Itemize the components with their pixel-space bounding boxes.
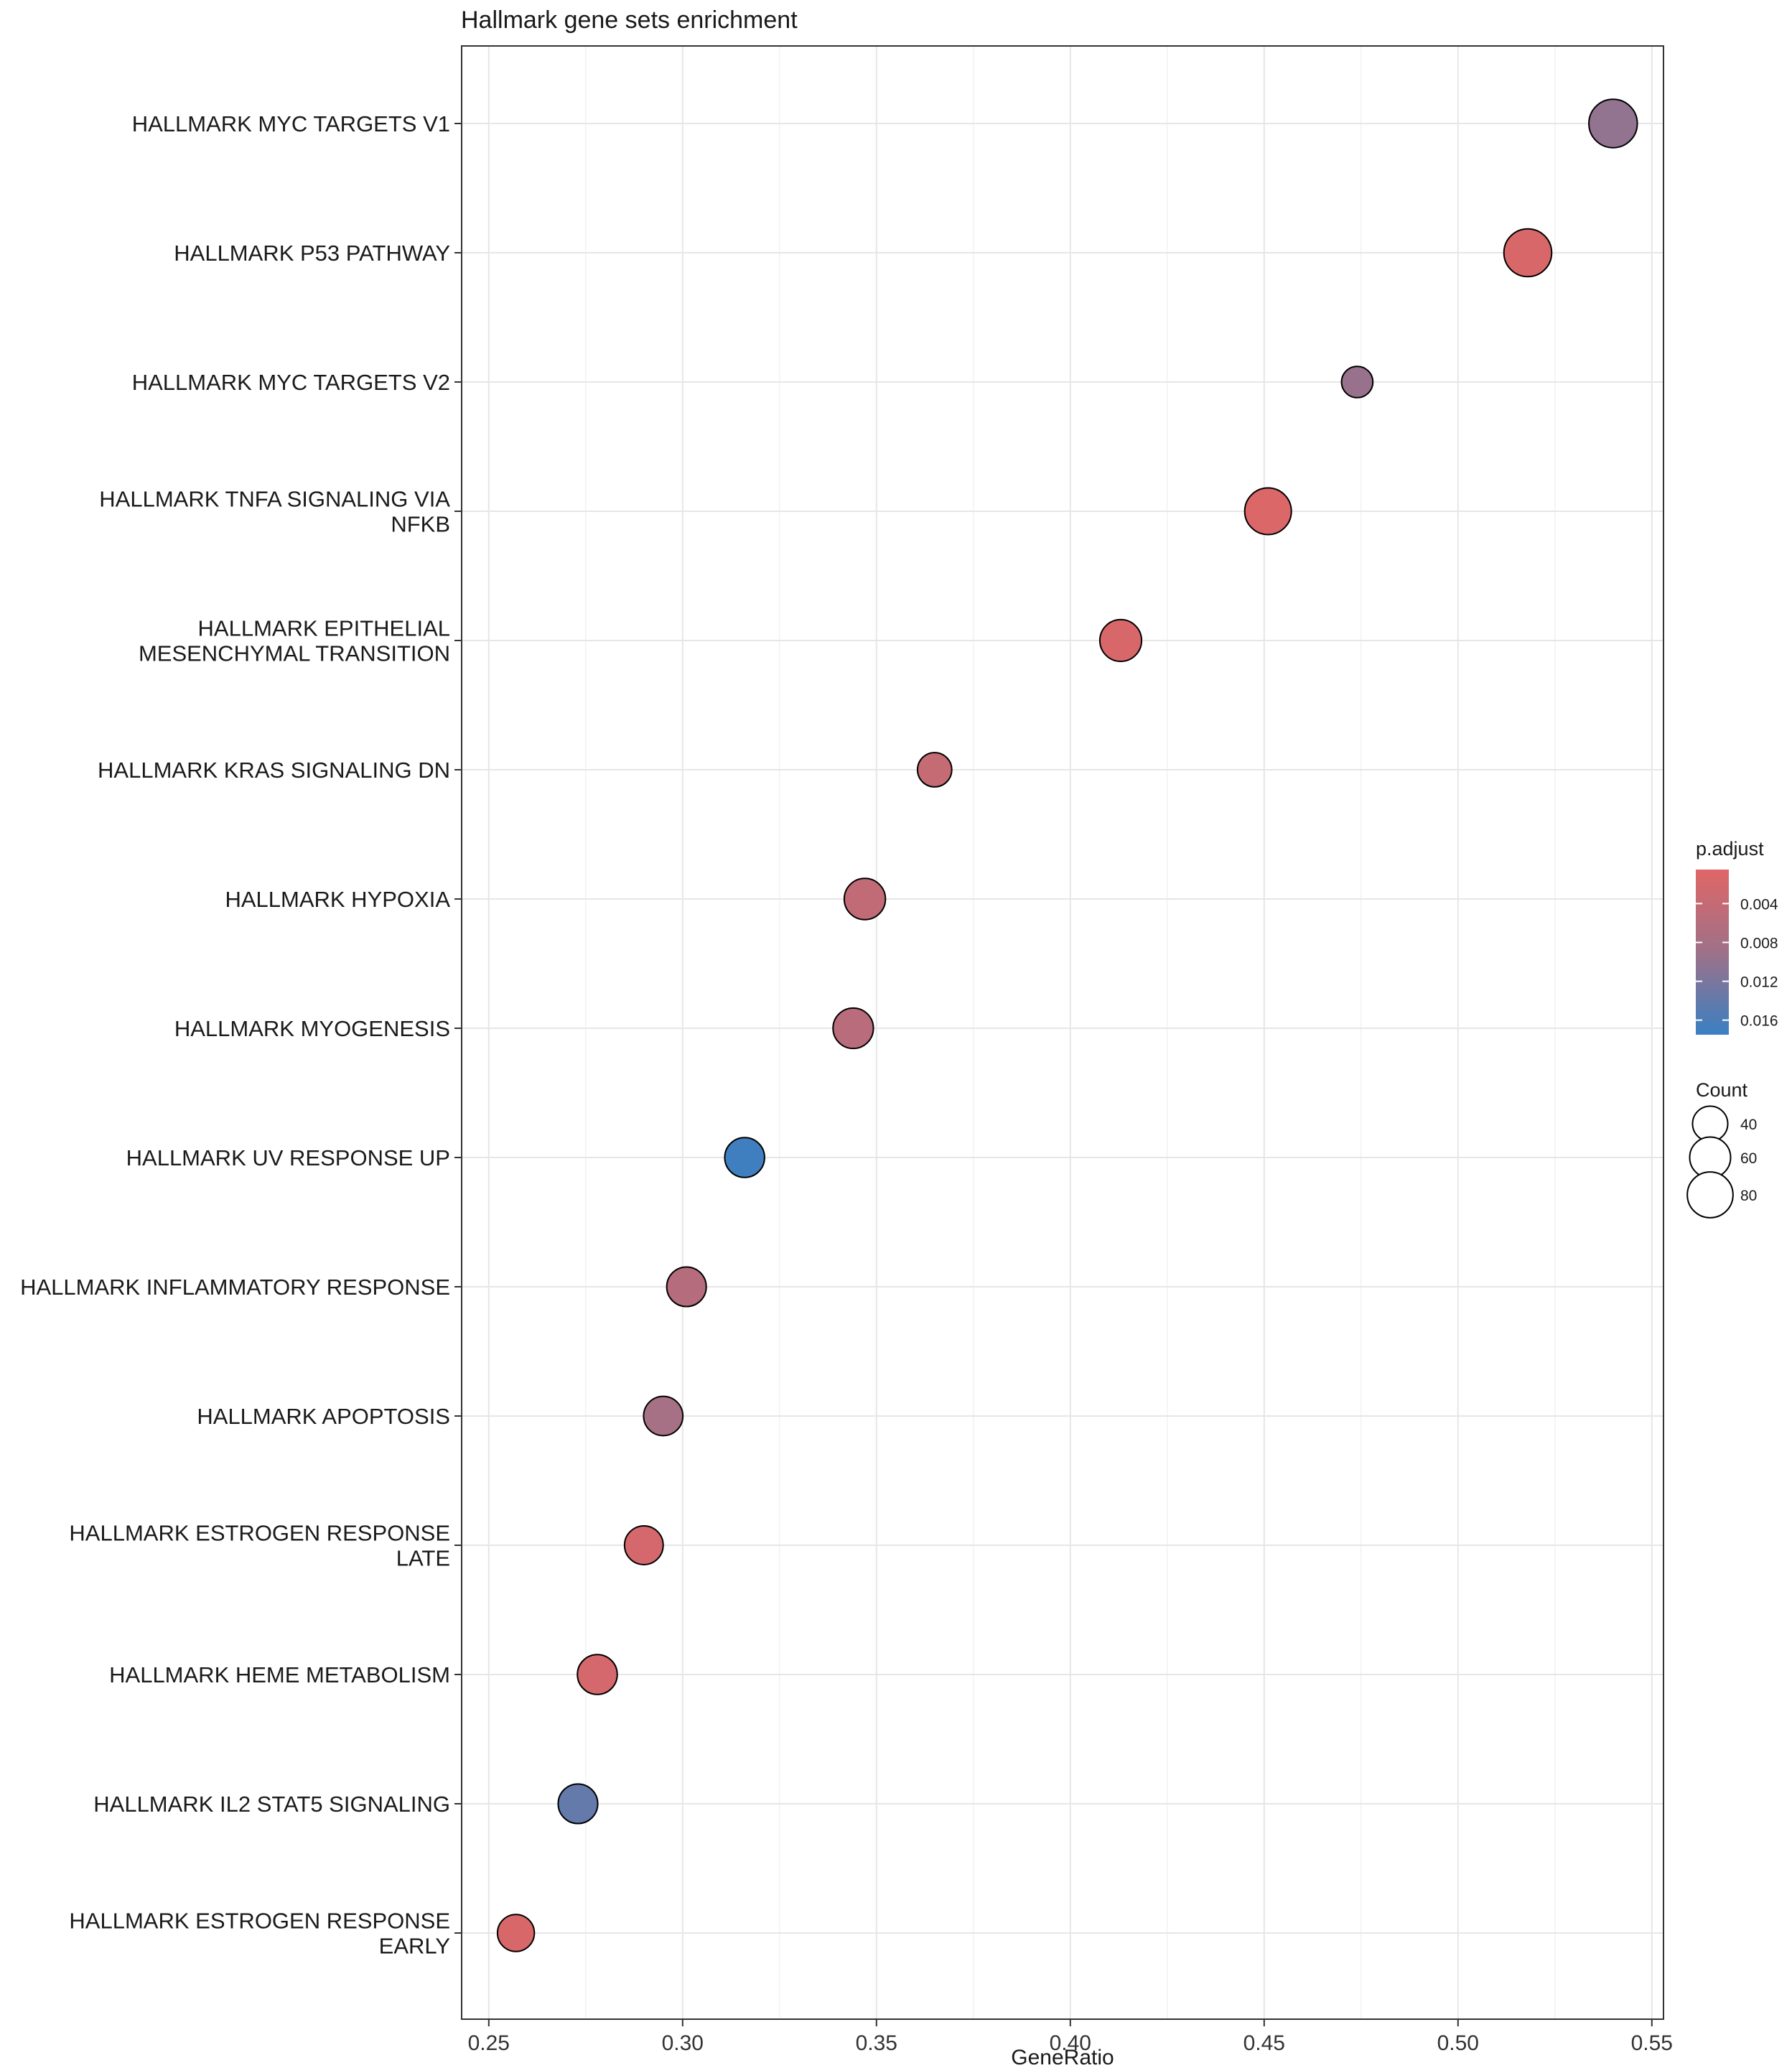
data-point bbox=[1243, 487, 1292, 536]
count-legend-label: 60 bbox=[1740, 1150, 1757, 1167]
x-axis-title: GeneRatio bbox=[1011, 2046, 1114, 2068]
count-legend-label: 40 bbox=[1740, 1117, 1757, 1133]
plot-panel-border bbox=[461, 45, 1664, 2020]
y-tick-label: NFKB bbox=[391, 512, 450, 537]
count-legend-key bbox=[1686, 1171, 1734, 1219]
data-point bbox=[843, 877, 887, 921]
y-tick-label: HALLMARK MYC TARGETS V2 bbox=[132, 370, 450, 395]
colorbar-tick-label: 0.012 bbox=[1740, 974, 1778, 991]
x-tick-label: 0.25 bbox=[468, 2031, 510, 2055]
count-legend-label: 80 bbox=[1740, 1188, 1757, 1204]
data-point bbox=[496, 1914, 536, 1952]
y-tick-label: HALLMARK EPITHELIAL bbox=[198, 616, 450, 641]
x-axis-ticks: 0.25 0.30 0.35 0.40 0.45 0.50 0.55 bbox=[468, 2019, 1673, 2055]
colorbar-tick-label: 0.016 bbox=[1740, 1013, 1778, 1030]
data-point bbox=[557, 1783, 599, 1825]
y-tick-label: HALLMARK HEME METABOLISM bbox=[109, 1662, 450, 1687]
count-legend: Count 40 60 80 bbox=[1686, 1079, 1757, 1219]
data-point bbox=[1340, 365, 1374, 399]
p-adjust-colorbar bbox=[1696, 870, 1729, 1035]
data-point bbox=[916, 752, 953, 788]
data-point bbox=[1503, 228, 1553, 278]
colorbar-tick-label: 0.004 bbox=[1740, 896, 1778, 913]
data-point bbox=[666, 1266, 707, 1308]
y-tick-label: LATE bbox=[396, 1546, 450, 1571]
y-tick-label: EARLY bbox=[379, 1934, 450, 1959]
data-point bbox=[577, 1654, 618, 1695]
y-tick-label: HALLMARK APOPTOSIS bbox=[197, 1404, 450, 1429]
y-tick-label: HALLMARK IL2 STAT5 SIGNALING bbox=[93, 1792, 450, 1817]
chart-title: Hallmark gene sets enrichment bbox=[461, 6, 798, 34]
y-tick-label: MESENCHYMAL TRANSITION bbox=[139, 641, 450, 666]
count-legend-key bbox=[1691, 1105, 1729, 1142]
y-tick-label: HALLMARK INFLAMMATORY RESPONSE bbox=[20, 1275, 450, 1300]
count-legend-title: Count bbox=[1696, 1079, 1748, 1101]
data-point bbox=[643, 1395, 684, 1437]
y-tick-label: HALLMARK P53 PATHWAY bbox=[174, 241, 450, 266]
data-point bbox=[1098, 618, 1143, 663]
y-tick-label: HALLMARK UV RESPONSE UP bbox=[126, 1145, 450, 1170]
y-axis-labels: HALLMARK MYC TARGETS V1 HALLMARK P53 PATH… bbox=[20, 111, 450, 1959]
data-point bbox=[724, 1137, 765, 1178]
x-tick-label: 0.40 bbox=[1050, 2031, 1091, 2055]
x-tick-label: 0.55 bbox=[1631, 2031, 1673, 2055]
data-point bbox=[623, 1525, 664, 1565]
x-tick-label: 0.30 bbox=[662, 2031, 704, 2055]
grid-lines bbox=[462, 46, 1663, 2019]
data-points bbox=[496, 98, 1638, 1952]
y-tick-label: HALLMARK HYPOXIA bbox=[225, 887, 450, 912]
y-tick-label: HALLMARK TNFA SIGNALING VIA bbox=[99, 487, 450, 512]
p-adjust-legend: p.adjust 0.004 0.008 0.012 0.016 bbox=[1696, 838, 1778, 1035]
y-tick-label: HALLMARK MYC TARGETS V1 bbox=[132, 111, 450, 136]
x-tick-label: 0.50 bbox=[1437, 2031, 1479, 2055]
data-point bbox=[1588, 98, 1638, 149]
p-adjust-legend-title: p.adjust bbox=[1696, 838, 1764, 860]
y-tick-label: HALLMARK MYOGENESIS bbox=[174, 1016, 450, 1041]
data-point bbox=[832, 1007, 874, 1050]
x-tick-label: 0.45 bbox=[1243, 2031, 1285, 2055]
y-tick-label: HALLMARK ESTROGEN RESPONSE bbox=[69, 1909, 450, 1934]
y-axis-ticks bbox=[454, 123, 462, 1934]
y-tick-label: HALLMARK KRAS SIGNALING DN bbox=[98, 758, 450, 783]
y-tick-label: HALLMARK ESTROGEN RESPONSE bbox=[69, 1521, 450, 1546]
x-tick-label: 0.35 bbox=[856, 2031, 897, 2055]
colorbar-tick-label: 0.008 bbox=[1740, 935, 1778, 951]
